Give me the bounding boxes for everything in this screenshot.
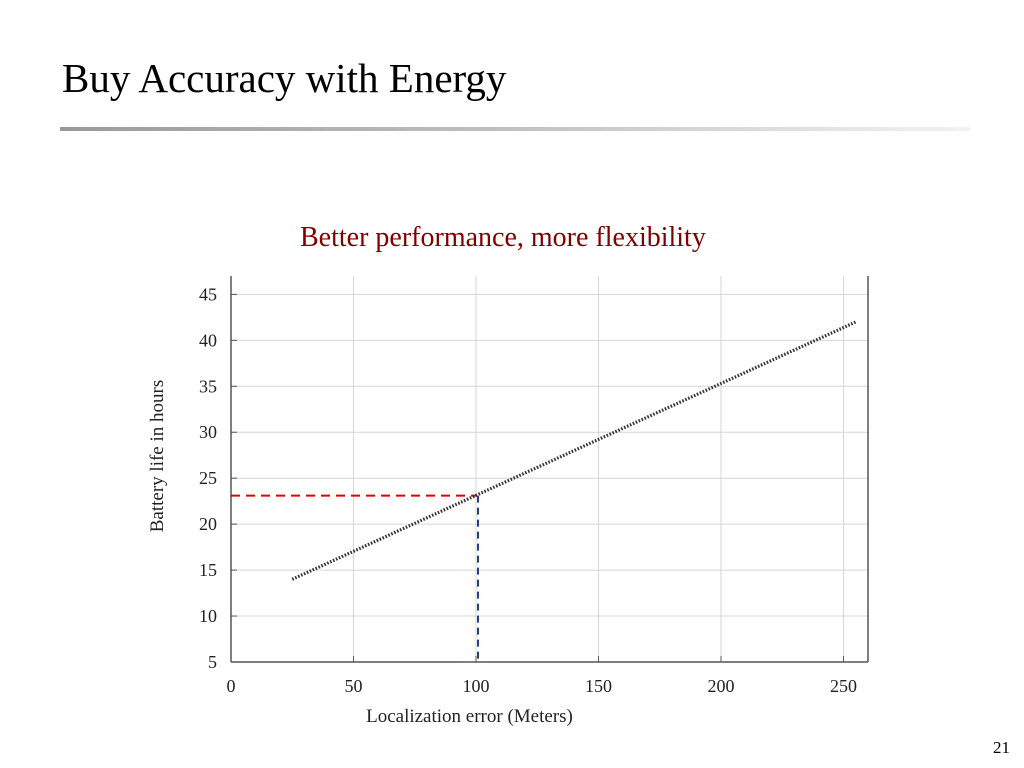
- y-tick-label: 45: [199, 284, 217, 304]
- x-tick-label: 250: [830, 676, 857, 696]
- x-tick-label: 150: [585, 676, 612, 696]
- x-tick-label: 0: [227, 676, 236, 696]
- y-tick-label: 20: [199, 514, 217, 534]
- slide-title: Buy Accuracy with Energy: [62, 55, 507, 101]
- y-tick-label: 5: [208, 652, 217, 672]
- battery-life-line: [291, 320, 857, 581]
- y-tick-label: 15: [199, 560, 217, 580]
- y-tick-label: 40: [199, 330, 217, 350]
- chart-subtitle: Better performance, more flexibility: [300, 222, 706, 253]
- page-number: 21: [993, 738, 1010, 757]
- title-divider: [60, 127, 970, 131]
- y-tick-label: 30: [199, 422, 217, 442]
- y-tick-label: 10: [199, 606, 217, 626]
- x-tick-label: 100: [463, 676, 490, 696]
- x-tick-label: 50: [345, 676, 363, 696]
- y-tick-label: 25: [199, 468, 217, 488]
- x-tick-label: 200: [708, 676, 735, 696]
- y-tick-label: 35: [199, 376, 217, 396]
- y-axis-label: Battery life in hours: [147, 380, 168, 533]
- x-axis-label: Localization error (Meters): [366, 706, 573, 727]
